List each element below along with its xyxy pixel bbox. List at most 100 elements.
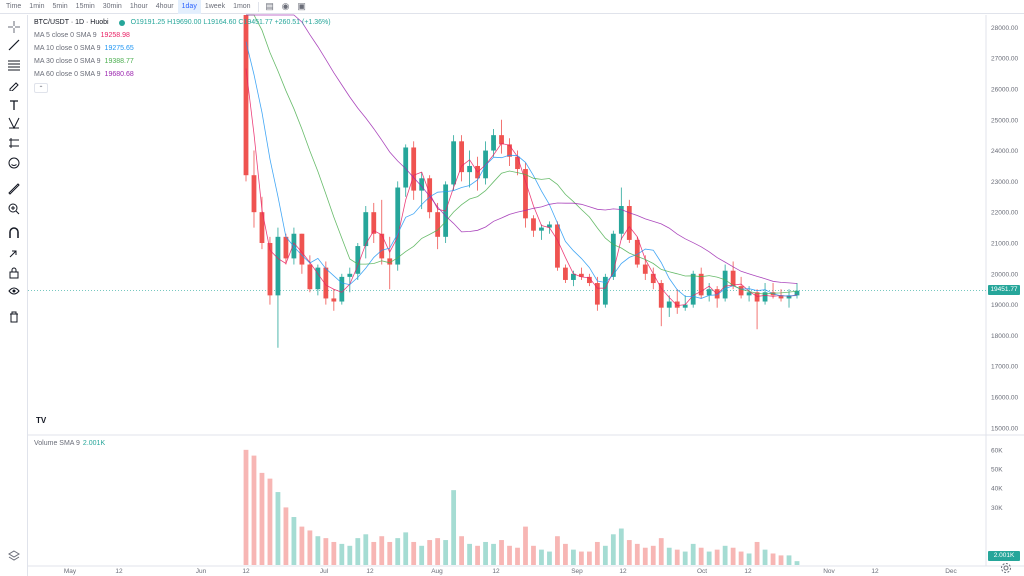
candle-body: [610, 233, 616, 277]
price-axis-label: 21000.00: [991, 240, 1018, 247]
candle-body: [243, 15, 249, 176]
tradingview-logo-icon[interactable]: TV: [36, 416, 47, 425]
time-axis-label: Jun: [196, 568, 207, 575]
timeframe-15min[interactable]: 15min: [75, 2, 95, 10]
zoom-icon[interactable]: [6, 201, 22, 217]
volume-bar: [571, 549, 576, 565]
timeframe-1day[interactable]: 1day: [177, 0, 201, 14]
gear-icon[interactable]: [1000, 562, 1012, 574]
candle-body: [371, 212, 377, 234]
timeframe-30min[interactable]: 30min: [102, 2, 122, 10]
volume-bar: [299, 526, 305, 565]
symbol-title[interactable]: BTC/USDT · 1D · Huobi: [34, 19, 109, 26]
volume-bar: [427, 540, 433, 565]
time-axis-label: Jul: [320, 568, 329, 575]
candle-body: [259, 212, 265, 243]
timeframe-1week[interactable]: 1week: [204, 2, 226, 10]
emoji-icon[interactable]: [6, 155, 22, 171]
ma-legend-row[interactable]: MA 30 close 0 SMA 9 19388.77: [34, 55, 331, 68]
volume-bar: [578, 551, 584, 565]
brush-icon[interactable]: [6, 77, 22, 93]
volume-bar: [499, 540, 504, 565]
fib-icon[interactable]: [6, 57, 22, 73]
ma-name: MA 60 close 0 SMA 9: [34, 71, 101, 78]
volume-bar: [626, 540, 632, 565]
lock-drawing-icon[interactable]: [6, 245, 22, 261]
candle-body: [379, 233, 385, 259]
timeframe-1hour[interactable]: 1hour: [129, 2, 148, 10]
volume-axis-label: 60K: [991, 447, 1003, 454]
volume-bar: [403, 532, 409, 565]
ruler-icon[interactable]: [6, 181, 22, 197]
drawing-toolbar: [0, 15, 28, 576]
trash-icon[interactable]: [6, 309, 22, 325]
fullscreen-icon[interactable]: ▣: [297, 1, 306, 11]
volume-bar: [451, 490, 457, 565]
eye-icon[interactable]: [6, 283, 22, 299]
volume-bar: [650, 545, 656, 565]
timeframe-1min[interactable]: 1min: [29, 2, 45, 10]
candle-body: [578, 273, 584, 277]
time-axis-label: 12: [366, 568, 374, 575]
collapse-legend-icon[interactable]: ⌃: [34, 83, 48, 93]
candle-body: [515, 156, 520, 170]
timeframe-time[interactable]: Time: [6, 2, 22, 10]
chart-legend: BTC/USDT · 1D · Huobi O19191.25 H19690.0…: [34, 16, 331, 93]
price-axis-label: 27000.00: [991, 56, 1018, 63]
candle-body: [395, 187, 401, 265]
prediction-icon[interactable]: [6, 135, 22, 151]
volume-bar: [531, 545, 536, 565]
candle-body: [738, 286, 744, 296]
volume-bar: [259, 472, 265, 565]
volume-bar: [387, 541, 393, 565]
volume-bar: [483, 541, 488, 565]
ma-legend-row[interactable]: MA 10 close 0 SMA 9 19275.65: [34, 42, 331, 55]
text-icon[interactable]: [6, 97, 22, 113]
volume-bar: [419, 545, 425, 565]
candle-body: [706, 289, 712, 296]
candle-body: [730, 270, 736, 287]
lock-icon[interactable]: [6, 265, 22, 281]
trend-line-icon[interactable]: [6, 37, 22, 53]
candle-body: [347, 273, 353, 277]
volume-bar: [714, 549, 720, 565]
candle-body: [674, 301, 680, 308]
ma-legend-row[interactable]: MA 60 close 0 SMA 9 19680.68: [34, 68, 331, 81]
candle-body: [555, 224, 560, 268]
layers-icon[interactable]: [8, 550, 20, 562]
volume-bar: [291, 517, 297, 565]
volume-bar: [658, 538, 664, 565]
volume-axis-label: 50K: [991, 467, 1003, 474]
volume-bar: [706, 551, 712, 565]
candle-body: [626, 206, 632, 240]
timeframe-5min[interactable]: 5min: [52, 2, 68, 10]
volume-bar: [339, 543, 345, 565]
volume-bar: [379, 536, 385, 565]
volume-bar: [395, 538, 401, 565]
volume-bar: [243, 449, 249, 565]
price-axis-label: 17000.00: [991, 364, 1018, 371]
volume-bar: [682, 551, 688, 565]
time-axis-label: 12: [115, 568, 123, 575]
chart-type-icon[interactable]: ▤: [265, 1, 274, 11]
pattern-icon[interactable]: [6, 115, 22, 131]
screenshot-icon[interactable]: ◉: [281, 1, 290, 11]
ma-value: 19680.68: [104, 71, 134, 78]
price-axis-label: 19000.00: [991, 302, 1018, 309]
time-axis-label: Nov: [823, 568, 835, 575]
volume-bar: [730, 547, 736, 565]
candle-body: [539, 227, 544, 231]
last-volume-label: 2.001K: [988, 551, 1020, 561]
crosshair-icon[interactable]: [6, 19, 22, 35]
volume-indicator-name[interactable]: Volume SMA 9: [34, 440, 80, 447]
price-axis-label: 24000.00: [991, 148, 1018, 155]
market-status-icon: [118, 19, 125, 26]
volume-legend: Volume SMA 9 2.001K: [34, 440, 105, 447]
magnet-icon[interactable]: [6, 225, 22, 241]
ma-legend-row[interactable]: MA 5 close 0 SMA 9 19258.98: [34, 29, 331, 42]
volume-indicator-value: 2.001K: [82, 440, 106, 447]
timeframe-1mon[interactable]: 1mon: [233, 2, 251, 10]
timeframe-4hour[interactable]: 4hour: [155, 2, 174, 10]
volume-axis-label: 40K: [991, 486, 1003, 493]
